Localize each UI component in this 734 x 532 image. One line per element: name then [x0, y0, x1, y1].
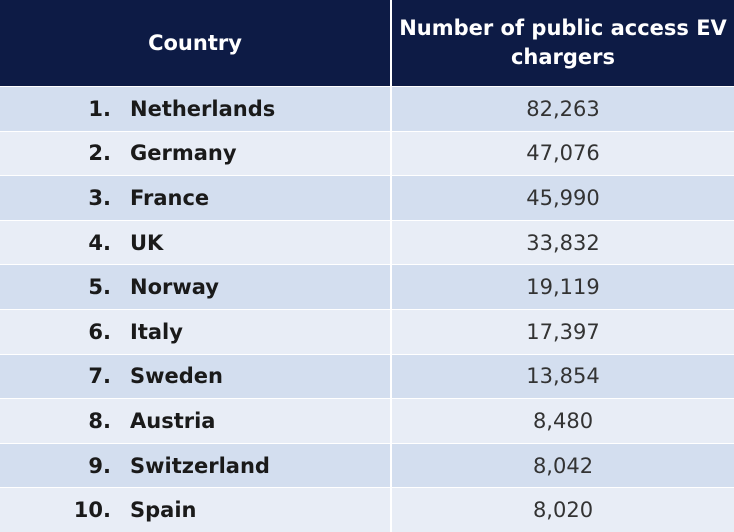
country-name: Italy: [130, 319, 183, 344]
charger-count-cell: 82,263: [391, 86, 734, 132]
rank-label: 10.: [73, 498, 111, 523]
rank-label: 1.: [88, 96, 111, 121]
country-name: UK: [130, 230, 164, 255]
country-name: France: [130, 185, 210, 210]
country-cell: 7. Sweden: [0, 353, 392, 399]
country-name: Austria: [130, 408, 216, 433]
rank-label: 6.: [88, 319, 111, 344]
header-row: Country Number of public access EV charg…: [0, 0, 734, 87]
charger-count-cell: 33,832: [391, 219, 734, 265]
country-name: Spain: [130, 498, 197, 523]
chargers-column-header: Number of public access EV chargers: [391, 0, 734, 87]
country-cell: 6. Italy: [0, 308, 392, 355]
charger-count-cell: 17,397: [391, 308, 734, 355]
charger-count-cell: 47,076: [391, 130, 734, 176]
charger-count-cell: 19,119: [391, 264, 734, 310]
charger-count-cell: 45,990: [391, 175, 734, 221]
table-row: 7. Sweden 13,854: [0, 353, 734, 399]
country-column-header: Country: [0, 0, 392, 87]
table-row: 1. Netherlands 82,263: [0, 86, 734, 132]
country-cell: 3. France: [0, 175, 392, 221]
table-body: 1. Netherlands 82,263 2. Germany 47,076 3. Fran…: [0, 86, 734, 532]
country-name: Germany: [130, 141, 237, 166]
table-row: 8. Austria 8,480: [0, 398, 734, 444]
rank-label: 9.: [88, 453, 111, 478]
table-row: 9. Switzerland 8,042: [0, 442, 734, 488]
table-row: 2. Germany 47,076: [0, 130, 734, 176]
rank-label: 3.: [88, 185, 111, 210]
charger-count-cell: 13,854: [391, 353, 734, 399]
table-row: 5. Norway 19,119: [0, 264, 734, 310]
country-cell: 2. Germany: [0, 130, 392, 176]
rank-label: 5.: [88, 275, 111, 300]
charger-count-cell: 8,480: [391, 398, 734, 444]
country-cell: 4. UK: [0, 219, 392, 265]
rank-label: 2.: [88, 141, 111, 166]
country-cell: 10. Spain: [0, 487, 392, 532]
table-row: 6. Italy 17,397: [0, 308, 734, 355]
country-cell: 5. Norway: [0, 264, 392, 310]
country-name: Norway: [130, 275, 219, 300]
table-row: 4. UK 33,832: [0, 219, 734, 265]
table-row: 10. Spain 8,020: [0, 487, 734, 532]
country-name: Netherlands: [130, 96, 276, 121]
rank-label: 8.: [88, 408, 111, 433]
table-row: 3. France 45,990: [0, 175, 734, 221]
country-cell: 8. Austria: [0, 398, 392, 444]
country-cell: 1. Netherlands: [0, 86, 392, 132]
country-name: Sweden: [130, 364, 223, 389]
charger-count-cell: 8,020: [391, 487, 734, 532]
rank-label: 4.: [88, 230, 111, 255]
country-name: Switzerland: [130, 453, 270, 478]
country-cell: 9. Switzerland: [0, 442, 392, 488]
charger-count-cell: 8,042: [391, 442, 734, 488]
rank-label: 7.: [88, 364, 111, 389]
